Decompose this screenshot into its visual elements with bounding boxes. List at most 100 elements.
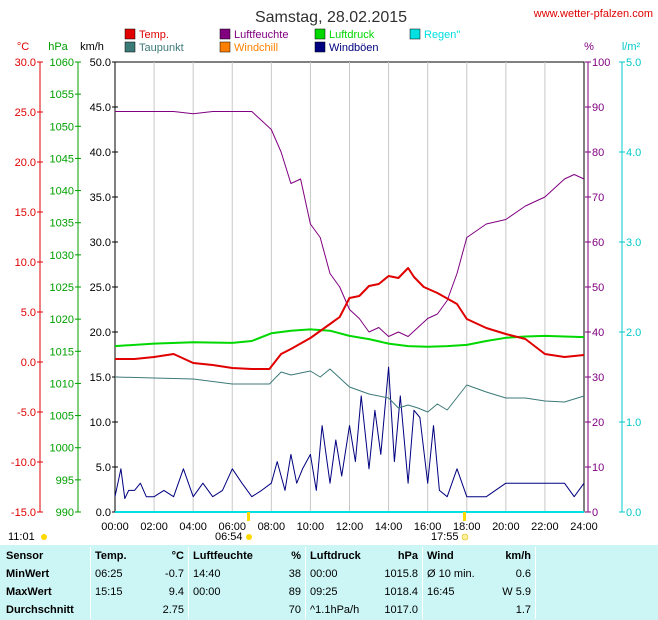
pressure-header: Luftdruck — [305, 547, 372, 565]
legend-swatch — [219, 41, 231, 53]
humidity-tick-label: 70 — [592, 192, 604, 204]
pressure-tick-label: 1045 — [50, 153, 74, 165]
humidity-unit-header: % — [291, 550, 301, 562]
rain-tick-label: 3.0 — [626, 237, 641, 249]
wind-tick-label: 50.0 — [90, 57, 111, 69]
pressure-tick-label: 1005 — [50, 411, 74, 423]
statistics-row-average: Durchschnitt 2.75 70 ^1.1hPa/h 1017.0 1.… — [2, 601, 624, 619]
statistics-table: Sensor Temp. °C Luftfeuchte % Luftdruck … — [2, 547, 624, 619]
wind-header: Wind — [422, 547, 489, 565]
legend-label: Regen" — [424, 29, 460, 41]
temp-tick-label: 10.0 — [15, 257, 36, 269]
legend-swatch — [409, 28, 421, 40]
website-link[interactable]: www.wetter-pfalzen.com — [533, 8, 653, 20]
humidity-value: 89 — [288, 586, 301, 598]
x-tick-label: 16:00 — [414, 521, 442, 533]
pressure-tick-label: 995 — [56, 475, 74, 487]
temp-value: -0.7 — [165, 568, 184, 580]
rain-tick-label: 5.0 — [626, 57, 641, 69]
x-axis: 00:00 02:00 04:00 06:00 08:00 10:00 12:00 14:00… — [101, 521, 598, 533]
temp-unit-header: °C — [171, 550, 184, 562]
wind-tick-label: 30.0 — [90, 237, 111, 249]
x-tick-label: 14:00 — [375, 521, 403, 533]
temp-tick-label: -5.0 — [17, 407, 36, 419]
humidity-axis-unit: % — [584, 41, 594, 53]
row-label: Durchschnitt — [6, 604, 74, 616]
legend-swatch — [124, 41, 136, 53]
humidity-time — [188, 601, 275, 619]
chart-legend: Temp. Luftfeuchte Luftdruck Regen" Taupunkt W… — [124, 28, 460, 54]
series-line-windben — [114, 366, 585, 499]
temp-tick-label: -15.0 — [11, 507, 36, 519]
legend-label: Windchill — [234, 42, 278, 54]
temp-tick-label: 15.0 — [15, 207, 36, 219]
pressure-tick-label: 990 — [56, 507, 74, 519]
sunrise-sun-icon — [246, 534, 252, 540]
wind-tick-label: 5.0 — [96, 462, 111, 474]
temp-time: 15:15 — [90, 583, 147, 601]
wind-tick-label: 10.0 — [90, 417, 111, 429]
humidity-tick-label: 20 — [592, 417, 604, 429]
humidity-tick-label: 80 — [592, 147, 604, 159]
sensor-header: Sensor — [6, 550, 44, 562]
empty-cell — [535, 583, 624, 601]
x-tick-label: 18:00 — [453, 521, 481, 533]
pressure-tick-label: 1015 — [50, 346, 74, 358]
temp-tick-label: -10.0 — [11, 457, 36, 469]
pressure-tick-label: 1000 — [50, 443, 74, 455]
x-tick-label: 20:00 — [492, 521, 520, 533]
pressure-tick-label: 1025 — [50, 282, 74, 294]
empty-column — [535, 547, 624, 565]
x-tick-label: 04:00 — [179, 521, 207, 533]
legend-swatch — [124, 28, 136, 40]
humidity-tick-label: 30 — [592, 372, 604, 384]
wind-tick-label: 25.0 — [90, 282, 111, 294]
humidity-header: Luftfeuchte — [188, 547, 275, 565]
chart-title: Samstag, 28.02.2015 — [255, 9, 407, 26]
legend-label: Windböen — [329, 42, 379, 54]
x-tick-label: 06:00 — [218, 521, 246, 533]
humidity-tick-label: 50 — [592, 282, 604, 294]
wind-time: Ø 10 min. — [422, 565, 489, 583]
pressure-tick-label: 1050 — [50, 121, 74, 133]
series-line-luftfeuchte — [115, 111, 585, 337]
wind-value: 1.7 — [515, 604, 531, 616]
humidity-tick-label: 40 — [592, 327, 604, 339]
x-tick-label: 00:00 — [101, 521, 129, 533]
sunset-sun-icon — [461, 533, 469, 541]
statistics-header-row: Sensor Temp. °C Luftfeuchte % Luftdruck … — [2, 547, 624, 565]
wind-axis-unit: km/h — [80, 41, 104, 53]
temp-axis-unit: °C — [17, 41, 29, 53]
humidity-time: 00:00 — [188, 583, 275, 601]
legend-swatch — [314, 28, 326, 40]
temp-tick-label: 20.0 — [15, 157, 36, 169]
y-axes: 30.0 25.0 20.0 15.0 10.0 5.0 0.0 -5.0 -10.0 -15.0… — [11, 57, 641, 519]
statistics-row-min: MinWert 06:25 -0.7 14:40 38 00:00 1015.8… — [2, 565, 624, 583]
sunrise-time: 06:54 — [215, 531, 243, 543]
daylength: 11:01 — [8, 531, 35, 543]
legend-swatch — [219, 28, 231, 40]
row-label: MinWert — [6, 568, 50, 580]
wind-tick-label: 20.0 — [90, 327, 111, 339]
sunset-marker — [463, 512, 466, 521]
statistics-row-max: MaxWert 15:15 9.4 00:00 89 09:25 1018.4 … — [2, 583, 624, 601]
legend-label: Luftfeuchte — [234, 29, 288, 41]
temp-tick-label: 30.0 — [15, 57, 36, 69]
wind-tick-label: 40.0 — [90, 147, 111, 159]
legend-swatch — [314, 41, 326, 53]
temp-time: 06:25 — [90, 565, 147, 583]
x-tick-label: 24:00 — [570, 521, 598, 533]
pressure-tick-label: 1010 — [50, 378, 74, 390]
wind-unit-header: km/h — [505, 550, 531, 562]
humidity-tick-label: 60 — [592, 237, 604, 249]
pressure-tick-label: 1060 — [50, 57, 74, 69]
temp-tick-label: 5.0 — [21, 307, 36, 319]
humidity-tick-label: 10 — [592, 462, 604, 474]
pressure-tick-label: 1055 — [50, 89, 74, 101]
pressure-time: 09:25 — [305, 583, 372, 601]
pressure-value: 1018.4 — [384, 586, 418, 598]
humidity-time: 14:40 — [188, 565, 275, 583]
x-tick-label: 10:00 — [297, 521, 325, 533]
x-tick-label: 22:00 — [531, 521, 559, 533]
temp-time — [90, 601, 147, 619]
